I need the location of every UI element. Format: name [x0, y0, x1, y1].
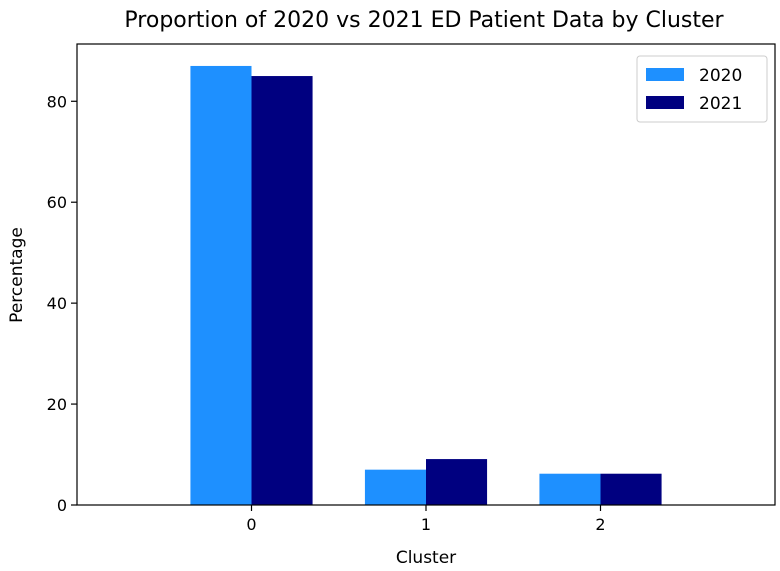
- bar-2021-cluster-0: [251, 76, 313, 505]
- y-tick-label: 60: [47, 193, 67, 212]
- y-axis-label: Percentage: [7, 227, 27, 323]
- bar-2020-cluster-2: [539, 473, 601, 505]
- bar-2020-cluster-0: [190, 65, 252, 505]
- y-tick-label: 40: [47, 294, 67, 313]
- legend-label-2021: 2021: [699, 94, 742, 114]
- x-axis-label: Cluster: [396, 548, 456, 568]
- chart-title: Proportion of 2020 vs 2021 ED Patient Da…: [124, 8, 724, 33]
- y-tick-label: 0: [57, 496, 67, 515]
- bars-layer: [190, 65, 662, 505]
- x-tick-label: 0: [246, 515, 256, 534]
- x-tick-label: 2: [595, 515, 605, 534]
- x-tick-label: 1: [421, 515, 431, 534]
- bar-2021-cluster-2: [600, 473, 662, 505]
- bar-2021-cluster-1: [426, 459, 488, 505]
- legend: 2020 2021: [636, 55, 768, 123]
- y-tick-label: 20: [47, 395, 67, 414]
- legend-swatch-2020: [646, 68, 684, 81]
- legend-swatch-2021: [646, 96, 684, 109]
- legend-label-2020: 2020: [699, 66, 742, 86]
- y-tick-label: 80: [47, 92, 67, 111]
- bar-2020-cluster-1: [364, 469, 426, 505]
